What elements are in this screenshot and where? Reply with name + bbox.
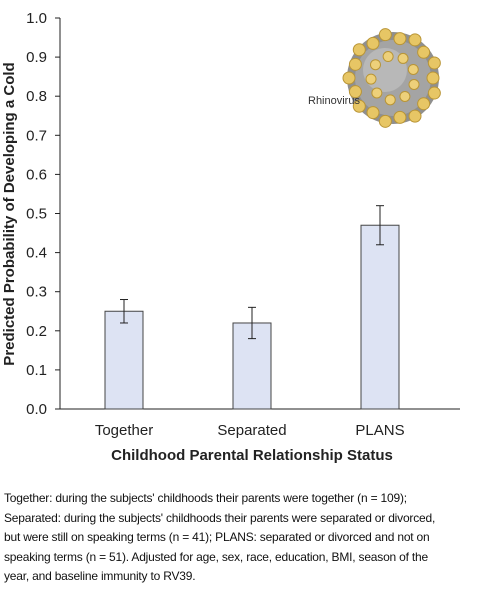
virus-spike — [348, 85, 362, 99]
y-axis-title: Predicted Probability of Developing a Co… — [1, 62, 18, 365]
virus-spike — [369, 59, 381, 71]
virus-spike — [393, 110, 407, 124]
virus-spike — [382, 51, 394, 63]
virus-spike — [417, 97, 431, 111]
virus-spike — [352, 43, 366, 57]
x-axis-title: Childhood Parental Relationship Status — [111, 447, 393, 464]
virus-spike — [342, 71, 356, 85]
virus-spike — [366, 36, 380, 50]
y-tick-label: 0.3 — [26, 284, 47, 301]
y-tick-label: 0.2 — [26, 323, 47, 340]
y-tick-label: 0.9 — [26, 49, 47, 66]
y-tick-label: 0.1 — [26, 362, 47, 379]
virus-spike — [417, 45, 431, 59]
bar-chart: Rhinovirus 0.0 0.1 0.2 0.3 0.4 0.5 0.6 0.7 0.8 0.… — [1, 10, 460, 464]
virus-spike — [384, 94, 396, 106]
y-tick-label: 0.7 — [26, 127, 47, 144]
rhinovirus-label: Rhinovirus — [308, 95, 360, 107]
virus-spike — [427, 56, 441, 70]
virus-spike — [378, 114, 392, 128]
virus-spike — [397, 52, 409, 64]
x-category-label: Together — [95, 422, 153, 439]
y-tick-label: 0.0 — [26, 401, 47, 418]
y-tick-label: 0.6 — [26, 166, 47, 183]
y-tick-label: 0.8 — [26, 88, 47, 105]
virus-spike — [393, 32, 407, 46]
y-tick-label: 1.0 — [26, 10, 47, 27]
y-tick-label: 0.4 — [26, 245, 47, 262]
y-tick-label: 0.5 — [26, 206, 47, 223]
virus-spike — [378, 28, 392, 42]
virus-spike — [348, 57, 362, 71]
virus-spike — [407, 63, 419, 75]
virus-spike — [366, 106, 380, 120]
figure-caption: Together: during the subjects' childhood… — [4, 491, 436, 583]
rhinovirus-image: Rhinovirus — [308, 28, 441, 128]
virus-spike — [399, 90, 411, 102]
virus-spike — [352, 99, 366, 113]
x-category-label: PLANS — [355, 422, 404, 439]
virus-spike — [408, 33, 422, 47]
virus-spike — [408, 79, 420, 91]
bar-plans — [360, 224, 400, 410]
virus-spike — [427, 86, 441, 100]
virus-spike — [371, 87, 383, 99]
virus-spike — [408, 109, 422, 123]
x-category-label: Separated — [217, 422, 286, 439]
bar-together — [104, 310, 144, 410]
virus-spike — [365, 73, 377, 85]
virus-spike — [426, 71, 440, 85]
